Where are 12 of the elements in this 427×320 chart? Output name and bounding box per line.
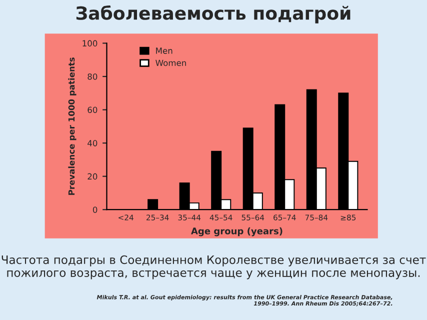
y-tick-label: 60 bbox=[88, 106, 98, 114]
y-tick-label: 100 bbox=[82, 40, 98, 46]
y-tick-label: 0 bbox=[92, 206, 98, 213]
text: Частота подагры в Соединенном Королевстве увеличивается за счет пожилого возраста, встречается чаще у женщин после менопаузы. bbox=[2, 255, 426, 280]
legend-label: Men bbox=[156, 48, 172, 54]
x-axis-title: Age group (years) bbox=[191, 227, 282, 236]
chart-title: Заболеваемость подагрой bbox=[76, 5, 350, 24]
y-axis-title: Prevalence per 1000 patients bbox=[68, 58, 76, 195]
legend-label: Women bbox=[156, 60, 186, 66]
y-tick-label: 20 bbox=[88, 173, 98, 180]
y-tick-label: 80 bbox=[88, 73, 98, 80]
y-tick-label: 40 bbox=[88, 140, 98, 146]
